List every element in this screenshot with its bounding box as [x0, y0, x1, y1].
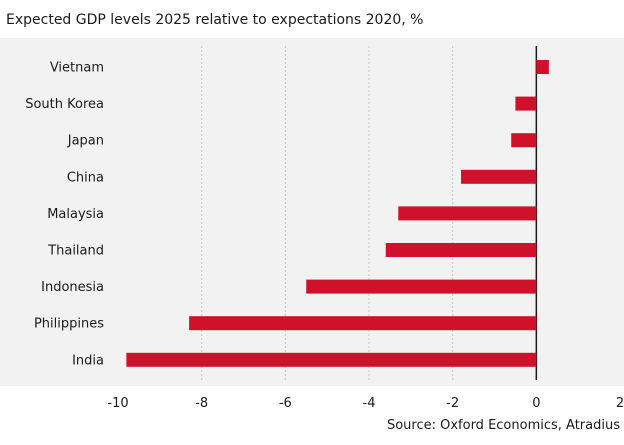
bar [189, 316, 537, 331]
category-labels: Vietnam South Korea Japan China Malaysia Thai… [25, 61, 104, 369]
bar [385, 243, 537, 257]
category-label: Thailand [47, 244, 104, 259]
x-tick-label: -8 [195, 396, 208, 411]
x-tick-label: -10 [107, 396, 128, 411]
bar [511, 133, 537, 148]
bar [398, 206, 537, 221]
category-label: Indonesia [41, 280, 104, 295]
category-label: Malaysia [47, 207, 104, 222]
x-tick-label: -4 [363, 396, 376, 411]
bar [306, 279, 537, 294]
category-label: Vietnam [50, 61, 104, 76]
source-note: Source: Oxford Economics, Atradius [386, 418, 620, 433]
bar [515, 96, 537, 111]
bar [536, 60, 549, 74]
x-tick-label: 0 [532, 396, 540, 411]
category-label: Japan [67, 134, 104, 149]
category-label: South Korea [25, 97, 104, 112]
x-axis-ticks: -10 -8 -6 -4 -2 0 2 [107, 396, 624, 411]
category-label: Philippines [34, 317, 104, 332]
bar [126, 352, 537, 367]
x-tick-label: -6 [279, 396, 292, 411]
x-tick-label: -2 [446, 396, 459, 411]
category-label: China [67, 170, 104, 185]
bars [126, 60, 549, 367]
bar [461, 169, 537, 184]
chart-title: Expected GDP levels 2025 relative to exp… [6, 12, 424, 28]
category-label: India [72, 353, 104, 368]
x-tick-label: 2 [616, 396, 624, 411]
